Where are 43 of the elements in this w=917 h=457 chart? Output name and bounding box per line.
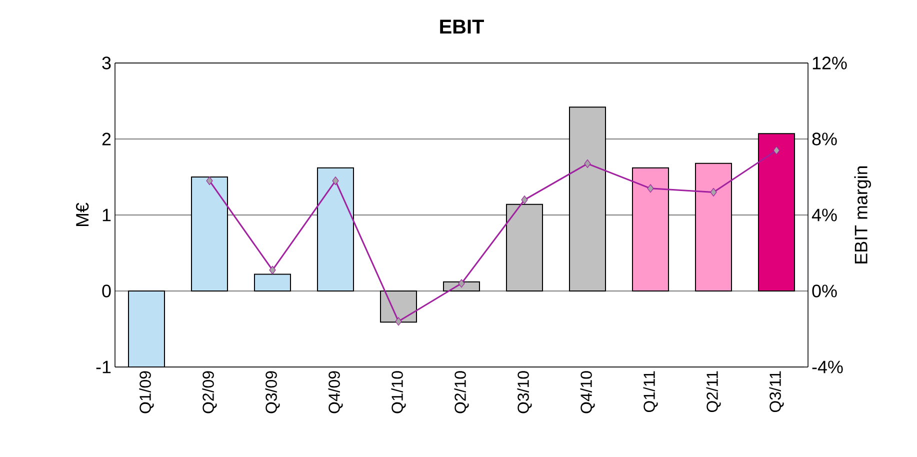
bar	[380, 290, 418, 323]
y2-tick-label: 0%	[812, 284, 837, 298]
point	[584, 159, 591, 168]
bar	[758, 133, 796, 292]
point	[647, 184, 654, 193]
x-tick-label: Q2/11	[706, 371, 721, 412]
point	[710, 188, 717, 196]
x-tick-label: Q1/09	[139, 371, 154, 414]
y-tick-label: -1	[96, 360, 111, 374]
bar	[317, 167, 354, 292]
bar	[506, 204, 544, 292]
y-tick-label: 3	[102, 56, 111, 70]
point	[332, 176, 339, 186]
bar	[191, 176, 228, 292]
y2-tick-label: 4%	[812, 208, 837, 222]
x-tick-label: Q1/11	[643, 371, 658, 412]
bar	[254, 274, 291, 292]
y2-tick-label: -4%	[812, 360, 843, 374]
chart-title: EBIT	[440, 20, 484, 34]
y2-tick-label: 8%	[812, 132, 837, 146]
x-tick-label: Q4/09	[328, 371, 343, 414]
point	[206, 176, 213, 186]
y-axis-title: M€	[76, 202, 89, 226]
y-tick-label: 1	[102, 208, 111, 222]
point	[395, 317, 402, 326]
point	[521, 196, 528, 204]
y2-axis-title: EBIT margin	[854, 166, 871, 264]
x-tick-label: Q1/10	[391, 371, 406, 414]
bar	[569, 106, 606, 292]
x-tick-label: Q3/11	[769, 371, 784, 412]
bar	[632, 167, 670, 292]
bar	[695, 162, 732, 292]
point	[269, 266, 276, 274]
point	[773, 146, 780, 155]
x-tick-label: Q2/10	[454, 371, 469, 414]
x-tick-label: Q3/10	[517, 371, 532, 414]
point	[458, 279, 465, 288]
x-tick-label: Q4/10	[580, 371, 595, 414]
x-tick-label: Q3/09	[265, 371, 280, 414]
y-tick-label: 2	[102, 132, 111, 146]
x-tick-label: Q2/09	[202, 371, 217, 414]
y2-tick-label: 12%	[812, 56, 847, 70]
y-tick-label: 0	[102, 284, 111, 298]
